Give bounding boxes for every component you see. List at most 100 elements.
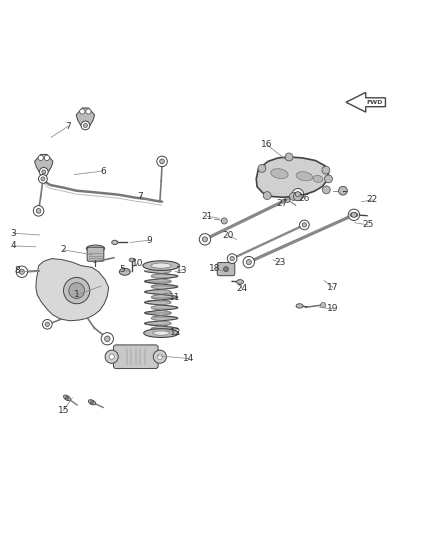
Circle shape bbox=[290, 192, 297, 200]
Text: 5: 5 bbox=[120, 264, 126, 273]
Text: 25: 25 bbox=[362, 220, 374, 229]
Circle shape bbox=[325, 175, 332, 183]
Circle shape bbox=[64, 278, 90, 304]
Text: 22: 22 bbox=[367, 196, 378, 205]
Polygon shape bbox=[35, 155, 53, 172]
Ellipse shape bbox=[112, 240, 118, 245]
Text: 1: 1 bbox=[74, 290, 80, 300]
Polygon shape bbox=[76, 108, 95, 125]
Circle shape bbox=[38, 155, 43, 160]
Circle shape bbox=[339, 187, 347, 195]
Text: 20: 20 bbox=[222, 231, 233, 240]
Text: 4: 4 bbox=[11, 241, 16, 251]
Text: FWD: FWD bbox=[367, 100, 383, 105]
Circle shape bbox=[69, 282, 85, 298]
Circle shape bbox=[19, 269, 25, 274]
Circle shape bbox=[36, 208, 41, 213]
Polygon shape bbox=[256, 157, 328, 197]
Circle shape bbox=[42, 170, 46, 174]
Circle shape bbox=[41, 177, 45, 181]
Polygon shape bbox=[36, 259, 109, 321]
Ellipse shape bbox=[271, 168, 288, 179]
Text: 26: 26 bbox=[299, 194, 310, 203]
Circle shape bbox=[65, 396, 69, 400]
Circle shape bbox=[243, 256, 254, 268]
Circle shape bbox=[351, 212, 357, 217]
Circle shape bbox=[83, 124, 87, 127]
Ellipse shape bbox=[153, 331, 170, 335]
Circle shape bbox=[227, 254, 237, 263]
Text: 9: 9 bbox=[146, 236, 152, 245]
Circle shape bbox=[44, 155, 49, 160]
Circle shape bbox=[292, 189, 304, 200]
Text: 12: 12 bbox=[170, 328, 181, 337]
Ellipse shape bbox=[313, 175, 323, 182]
Circle shape bbox=[230, 256, 234, 261]
Circle shape bbox=[105, 350, 118, 364]
Text: 15: 15 bbox=[58, 406, 69, 415]
Circle shape bbox=[285, 197, 290, 203]
Text: 6: 6 bbox=[100, 166, 106, 175]
Text: 19: 19 bbox=[327, 304, 339, 313]
Circle shape bbox=[321, 302, 326, 308]
Text: 21: 21 bbox=[201, 212, 212, 221]
Text: 17: 17 bbox=[327, 283, 339, 292]
Circle shape bbox=[302, 223, 307, 227]
Text: 10: 10 bbox=[132, 259, 144, 268]
Circle shape bbox=[246, 260, 251, 265]
Text: 7: 7 bbox=[65, 122, 71, 131]
Circle shape bbox=[285, 153, 293, 161]
Text: 11: 11 bbox=[170, 293, 181, 302]
Ellipse shape bbox=[119, 268, 130, 275]
Circle shape bbox=[160, 159, 164, 164]
Ellipse shape bbox=[88, 400, 95, 405]
Ellipse shape bbox=[129, 258, 135, 262]
Circle shape bbox=[157, 156, 167, 167]
Circle shape bbox=[258, 165, 266, 172]
Circle shape bbox=[157, 354, 162, 359]
FancyBboxPatch shape bbox=[87, 247, 104, 261]
Circle shape bbox=[293, 192, 302, 201]
Text: 24: 24 bbox=[237, 284, 248, 293]
Text: 2: 2 bbox=[61, 245, 66, 254]
Circle shape bbox=[86, 109, 91, 114]
Text: 8: 8 bbox=[14, 266, 21, 276]
Circle shape bbox=[322, 166, 330, 174]
Text: 14: 14 bbox=[183, 354, 194, 363]
Circle shape bbox=[101, 333, 113, 345]
Polygon shape bbox=[346, 92, 385, 112]
Circle shape bbox=[322, 186, 330, 194]
Circle shape bbox=[223, 266, 229, 272]
Circle shape bbox=[81, 121, 90, 130]
FancyBboxPatch shape bbox=[113, 345, 158, 368]
Text: 23: 23 bbox=[275, 257, 286, 266]
FancyBboxPatch shape bbox=[217, 263, 235, 276]
Ellipse shape bbox=[86, 245, 105, 252]
Text: 18: 18 bbox=[209, 264, 220, 273]
Ellipse shape bbox=[237, 280, 244, 284]
Circle shape bbox=[300, 220, 309, 230]
Text: 7: 7 bbox=[137, 192, 143, 201]
Text: 16: 16 bbox=[261, 140, 273, 149]
Ellipse shape bbox=[296, 304, 303, 308]
Ellipse shape bbox=[151, 263, 171, 268]
Circle shape bbox=[295, 192, 300, 197]
Ellipse shape bbox=[296, 172, 313, 181]
Circle shape bbox=[16, 266, 28, 278]
Circle shape bbox=[153, 350, 166, 364]
Circle shape bbox=[39, 167, 48, 176]
Circle shape bbox=[199, 233, 211, 245]
Circle shape bbox=[45, 322, 49, 327]
Ellipse shape bbox=[144, 329, 179, 337]
Circle shape bbox=[202, 237, 208, 242]
Circle shape bbox=[221, 218, 227, 224]
Circle shape bbox=[105, 336, 110, 342]
Circle shape bbox=[348, 209, 360, 221]
Circle shape bbox=[33, 206, 44, 216]
Text: 27: 27 bbox=[277, 199, 288, 208]
Circle shape bbox=[263, 191, 271, 199]
Ellipse shape bbox=[64, 395, 71, 401]
Circle shape bbox=[80, 109, 85, 114]
Circle shape bbox=[109, 354, 114, 359]
Text: 3: 3 bbox=[10, 229, 16, 238]
